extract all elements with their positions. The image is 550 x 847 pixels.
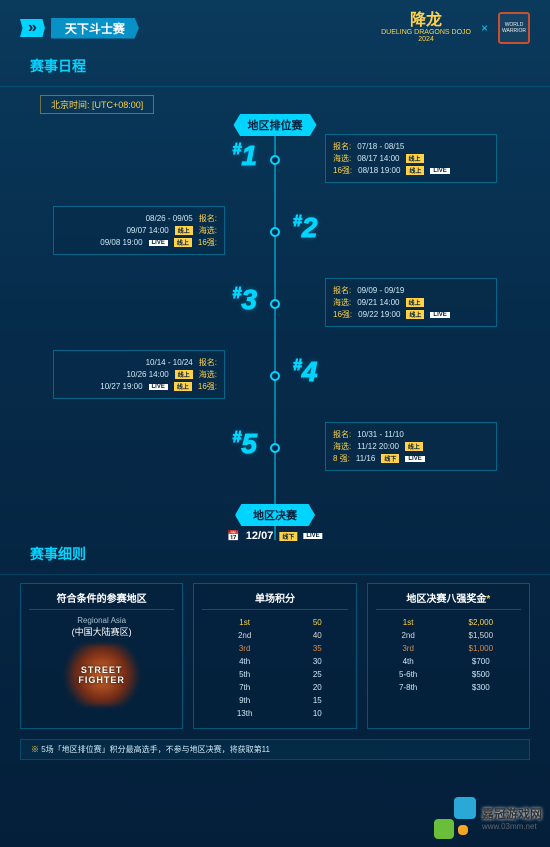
finals-block: 地区决赛 📅 12/07 线下 LIVE [227, 504, 322, 542]
timeline: 地区排位赛 #1报名:07/18 - 08/15海选:08/17 14:00线上… [35, 120, 515, 540]
page-title: 天下斗士赛 [51, 18, 139, 39]
timezone-note: 北京时间: [UTC+08:00] [40, 95, 154, 114]
region-panel: 符合条件的参赛地区 Regional Asia (中国大陆赛区) STREET … [20, 583, 183, 729]
finals-date: 12/07 [246, 530, 274, 542]
round-card: 10/14 - 10/24报名:10/26 14:00线上海选:10/27 19… [53, 350, 225, 399]
timeline-node [270, 155, 280, 165]
region-sub: (中国大陆赛区) [29, 625, 174, 638]
table-row: 7th20 [202, 681, 347, 694]
points-table: 1st502nd403rd354th305th257th209th1513th1… [202, 616, 347, 720]
table-row: 4th30 [202, 655, 347, 668]
cross-icon: × [481, 21, 488, 35]
table-row: 2nd$1,500 [376, 629, 521, 642]
round-card: 报名:07/18 - 08/15海选:08/17 14:00线上16强:08/1… [325, 134, 497, 183]
timeline-node [270, 371, 280, 381]
rules-row: 符合条件的参赛地区 Regional Asia (中国大陆赛区) STREET … [0, 583, 550, 729]
watermark-sub: www.03mm.net [482, 822, 542, 831]
table-row: 13th10 [202, 707, 347, 720]
table-row: 4th$700 [376, 655, 521, 668]
watermark-icon [434, 797, 476, 839]
table-row: 1st50 [202, 616, 347, 629]
table-row: 5th25 [202, 668, 347, 681]
watermark-text: 嘉冠游戏网 [482, 805, 542, 822]
header: » 天下斗士赛 降龙 DUELING DRAGONS DOJO 2024 × W… [0, 0, 550, 52]
region-name: Regional Asia [29, 616, 174, 625]
table-row: 3rd$1,000 [376, 642, 521, 655]
live-tag: LIVE [303, 533, 322, 539]
points-panel-title: 单场积分 [202, 590, 347, 610]
footnote-text: 5场「地区排位赛」积分最高选手，不参与地区决赛，将获取第11 [41, 745, 270, 754]
round-number: #2 [293, 214, 317, 242]
finals-date-row: 📅 12/07 线下 LIVE [227, 530, 322, 542]
round-number: #1 [233, 142, 257, 170]
qualifier-badge: 地区排位赛 [234, 114, 317, 136]
points-panel: 单场积分 1st502nd403rd354th305th257th209th15… [193, 583, 356, 729]
header-right: 降龙 DUELING DRAGONS DOJO 2024 × WORLD WAR… [381, 12, 530, 44]
watermark: 嘉冠游戏网 www.03mm.net [434, 797, 542, 839]
table-row: 1st$2,000 [376, 616, 521, 629]
offline-tag: 线下 [279, 532, 297, 541]
schedule-section-title: 赛事日程 [0, 52, 550, 87]
prize-panel: 地区决赛八强奖金 1st$2,0002nd$1,5003rd$1,0004th$… [367, 583, 530, 729]
round-card: 报名:10/31 - 11/10海选:11/12 20:00线上8 强:11/1… [325, 422, 497, 471]
round-number: #4 [293, 358, 317, 386]
world-warrior-logo: WORLD WARRIOR [498, 12, 530, 44]
table-row: 5-6th$500 [376, 668, 521, 681]
round-card: 报名:09/09 - 09/19海选:09/21 14:00线上16强:09/2… [325, 278, 497, 327]
calendar-icon: 📅 [227, 531, 239, 542]
timeline-spine [274, 120, 276, 540]
region-panel-title: 符合条件的参赛地区 [29, 590, 174, 610]
round-number: #3 [233, 286, 257, 314]
street-fighter-logo: STREET FIGHTER [57, 644, 147, 706]
arrow-icon: » [20, 19, 45, 37]
timeline-node [270, 227, 280, 237]
prize-panel-title: 地区决赛八强奖金 [376, 590, 521, 610]
footnote-mark: ※ [31, 745, 39, 754]
prize-table: 1st$2,0002nd$1,5003rd$1,0004th$7005-6th$… [376, 616, 521, 694]
timeline-node [270, 443, 280, 453]
round-card: 08/26 - 09/05报名:09/07 14:00线上海选:09/08 19… [53, 206, 225, 255]
dragon-logo: 降龙 DUELING DRAGONS DOJO 2024 [381, 13, 471, 43]
table-row: 3rd35 [202, 642, 347, 655]
rules-section-title: 赛事细则 [0, 540, 550, 575]
round-number: #5 [233, 430, 257, 458]
footnote: ※ 5场「地区排位赛」积分最高选手，不参与地区决赛，将获取第11 [20, 739, 530, 760]
table-row: 9th15 [202, 694, 347, 707]
header-left: » 天下斗士赛 [20, 18, 139, 39]
table-row: 2nd40 [202, 629, 347, 642]
table-row: 7-8th$300 [376, 681, 521, 694]
timeline-node [270, 299, 280, 309]
finals-badge: 地区决赛 [235, 504, 315, 526]
